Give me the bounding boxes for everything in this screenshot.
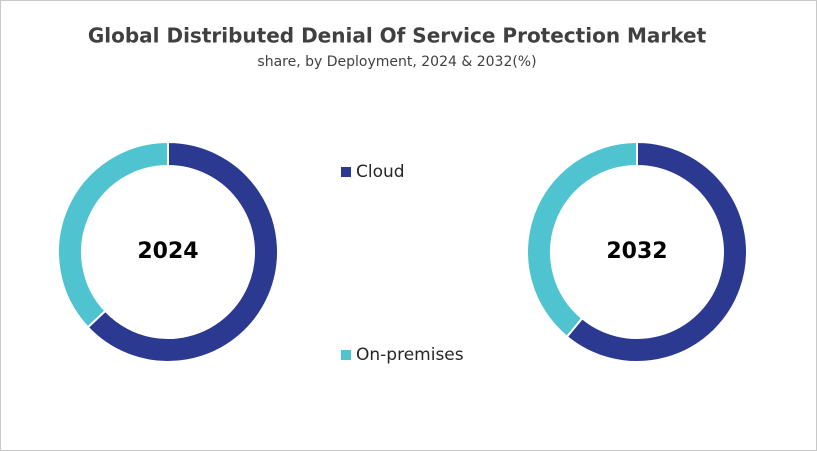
donut-segment [57,140,169,329]
donut-segment [526,140,638,339]
legend-swatch [341,350,351,360]
donut-segment [565,140,748,363]
legend-label: Cloud [356,162,405,182]
donut-label: 2024 [137,239,198,264]
legend-label: On-premises [356,345,464,365]
donut-segment [86,140,279,363]
chart-title: Global Distributed Denial Of Service Pro… [88,24,707,48]
donut-label: 2032 [606,239,667,264]
legend-swatch [341,167,351,177]
chart-subtitle: share, by Deployment, 2024 & 2032(%) [257,54,536,70]
